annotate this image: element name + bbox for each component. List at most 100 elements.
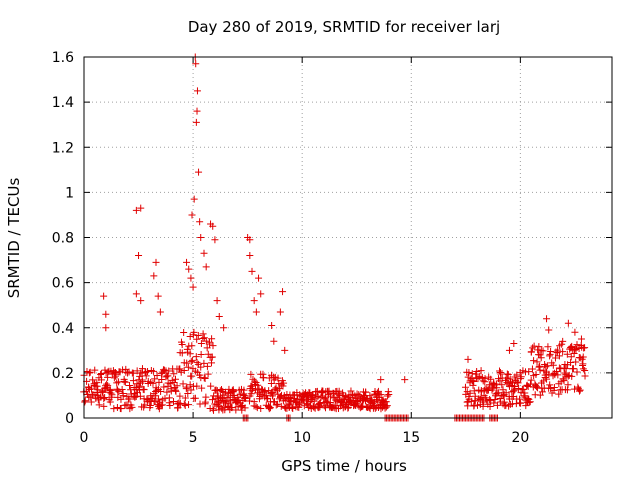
data-point (213, 297, 221, 305)
data-point (576, 386, 584, 394)
data-point (268, 321, 276, 329)
data-point (209, 222, 217, 230)
data-point (165, 394, 173, 402)
data-point (312, 394, 320, 402)
data-point (514, 379, 522, 387)
data-point (347, 387, 355, 395)
data-point (133, 367, 141, 375)
data-point (535, 363, 543, 371)
data-point (171, 375, 179, 383)
data-point (568, 372, 576, 380)
data-point (525, 368, 533, 376)
data-point (549, 361, 557, 369)
data-point (86, 368, 94, 376)
data-point (187, 274, 195, 282)
data-point (257, 405, 265, 413)
data-point (277, 402, 285, 410)
data-point (192, 118, 200, 126)
data-point (183, 359, 191, 367)
data-point (136, 372, 144, 380)
data-point (253, 404, 261, 412)
x-tick-label: 0 (80, 430, 89, 446)
data-point (382, 403, 390, 411)
data-point (465, 369, 473, 377)
data-point (210, 406, 218, 414)
data-point (115, 378, 123, 386)
data-point (276, 308, 284, 316)
data-point (97, 371, 105, 379)
data-point (463, 388, 471, 396)
data-point (498, 381, 506, 389)
data-point (384, 388, 392, 396)
data-point (561, 369, 569, 377)
data-point (137, 297, 145, 305)
data-point (152, 258, 160, 266)
data-point (563, 350, 571, 358)
data-point (121, 378, 129, 386)
y-tick-label: 0.8 (52, 231, 74, 247)
data-point (535, 343, 543, 351)
data-point (274, 374, 282, 382)
data-point (193, 87, 201, 95)
data-point (126, 395, 134, 403)
data-point (559, 348, 567, 356)
data-point (203, 362, 211, 370)
data-point (555, 352, 563, 360)
data-point (136, 392, 144, 400)
data-point (201, 375, 209, 383)
data-point (468, 377, 476, 385)
data-point (532, 371, 540, 379)
data-point (87, 398, 95, 406)
data-point (104, 373, 112, 381)
data-point (170, 398, 178, 406)
data-point (126, 381, 134, 389)
data-point (492, 380, 500, 388)
data-point (384, 392, 392, 400)
data-point (252, 402, 260, 410)
data-point (564, 319, 572, 327)
data-point (103, 380, 111, 388)
data-point (144, 396, 152, 404)
data-point (160, 366, 168, 374)
data-point (197, 351, 205, 359)
data-point (185, 265, 193, 273)
plot-frame (83, 56, 613, 419)
data-point (187, 358, 195, 366)
data-point (200, 359, 208, 367)
data-point (543, 362, 551, 370)
data-point (192, 353, 200, 361)
data-point (251, 377, 259, 385)
data-point (326, 399, 334, 407)
data-point (517, 373, 525, 381)
data-point (266, 404, 274, 412)
data-point (197, 340, 205, 348)
data-point (117, 405, 125, 413)
y-tick-label: 0.6 (52, 276, 74, 292)
data-point (186, 350, 194, 358)
data-point (464, 373, 472, 381)
data-point (502, 374, 510, 382)
data-point (120, 375, 128, 383)
data-point (247, 370, 255, 378)
data-point (505, 346, 513, 354)
data-point (142, 372, 150, 380)
data-point (554, 371, 562, 379)
data-point (170, 379, 178, 387)
data-point (563, 386, 571, 394)
data-point (562, 365, 570, 373)
data-point (477, 367, 485, 375)
data-point (188, 356, 196, 364)
data-point (254, 381, 262, 389)
data-point (106, 398, 114, 406)
data-point (513, 378, 521, 386)
data-point (573, 341, 581, 349)
data-point (273, 400, 281, 408)
data-point (473, 367, 481, 375)
data-point (102, 324, 110, 332)
data-point (250, 297, 258, 305)
data-point (202, 337, 210, 345)
data-point (296, 399, 304, 407)
data-point (377, 376, 385, 384)
y-tick-label: 1 (65, 185, 74, 201)
data-point (188, 211, 196, 219)
